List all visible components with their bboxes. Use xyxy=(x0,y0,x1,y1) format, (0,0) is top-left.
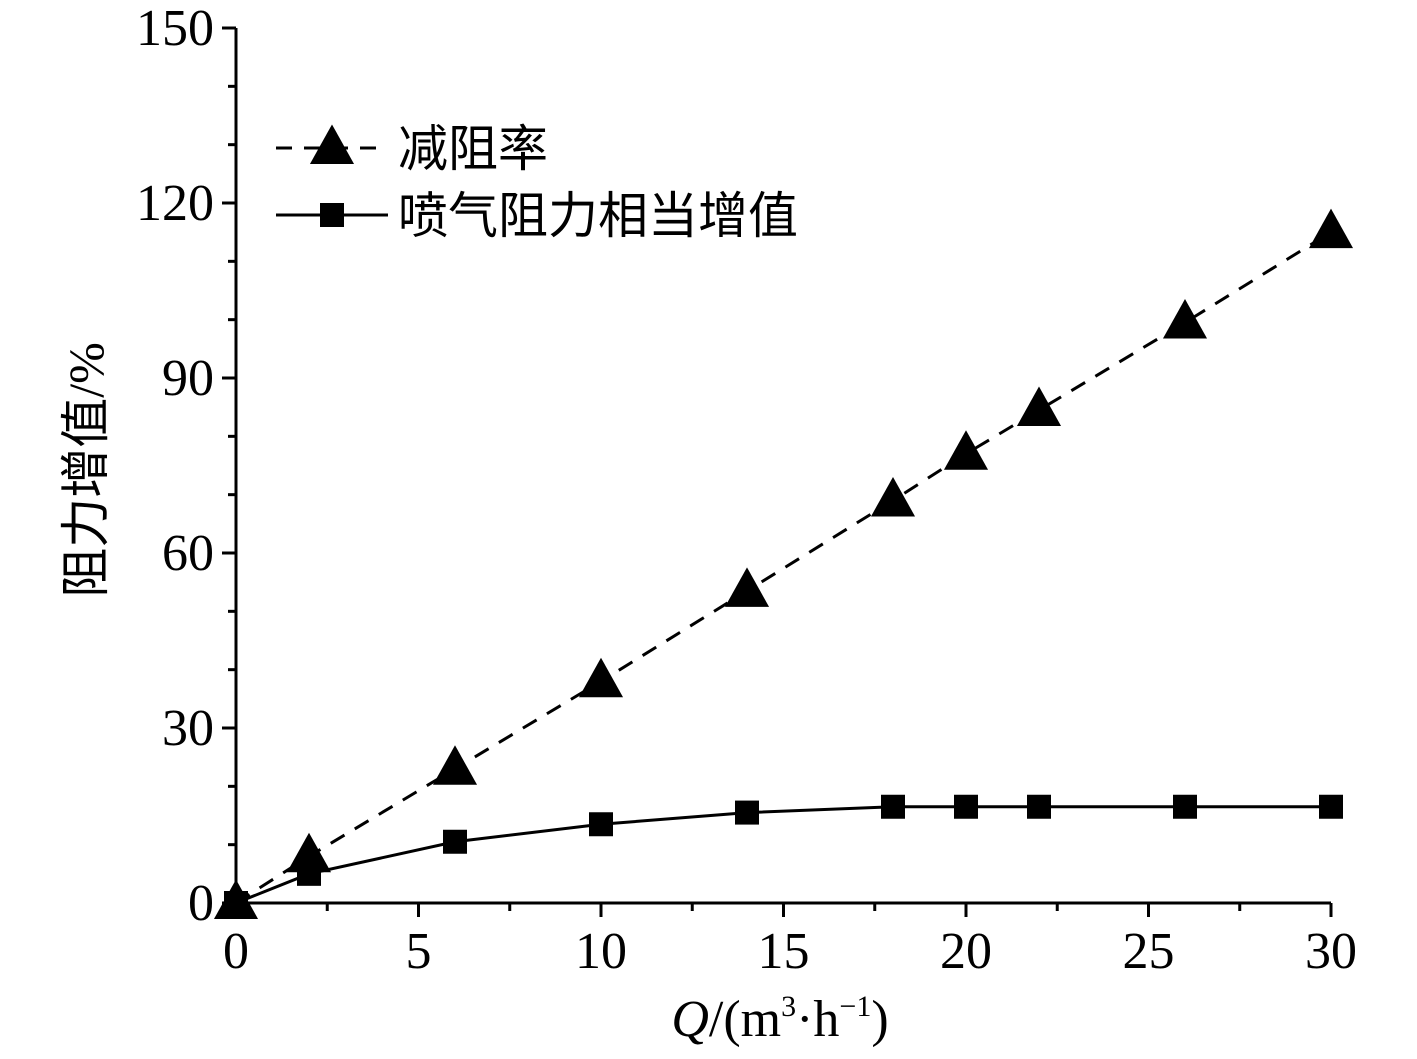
x-tick-label: 30 xyxy=(1305,923,1357,980)
data-point xyxy=(1016,386,1062,427)
legend-item-0: 减阻率 xyxy=(276,121,548,177)
legend-label: 喷气阻力相当增值 xyxy=(398,188,798,244)
data-point xyxy=(297,861,321,886)
series xyxy=(213,208,1354,919)
x-tick-label: 5 xyxy=(406,923,432,980)
data-point xyxy=(432,745,478,785)
legend-marker xyxy=(320,203,344,227)
data-point xyxy=(735,800,759,825)
x-axis-label-dot: ·h xyxy=(796,991,839,1048)
series-line xyxy=(235,230,1332,905)
series-line xyxy=(235,805,1331,905)
data-point xyxy=(224,891,248,915)
legend-item-1: 喷气阻力相当增值 xyxy=(276,188,798,244)
y-tick-label: 90 xyxy=(162,350,214,407)
legend-label: 减阻率 xyxy=(398,121,548,177)
data-point xyxy=(1027,794,1051,819)
legend-marker xyxy=(309,124,355,164)
x-axis-label-open: /(m xyxy=(709,991,781,1048)
data-point xyxy=(943,430,989,470)
x-tick-label: 20 xyxy=(940,923,992,980)
x-tick-label: 25 xyxy=(1123,923,1175,980)
data-point xyxy=(578,657,624,698)
y-tick-label: 60 xyxy=(162,525,214,582)
x-axis-label: Q/(m3·h−1) xyxy=(671,990,888,1048)
y-tick-label: 0 xyxy=(188,875,214,932)
x-axis-label-supneg: −1 xyxy=(839,990,871,1023)
y-tick-label: 150 xyxy=(136,0,214,57)
x-tick-label: 0 xyxy=(223,923,249,980)
data-point xyxy=(1308,208,1354,249)
data-point xyxy=(881,794,905,819)
data-point xyxy=(1173,794,1197,819)
data-point xyxy=(1162,299,1208,339)
x-axis-label-close: ) xyxy=(871,991,888,1048)
y-tick-label: 120 xyxy=(136,175,214,232)
data-point xyxy=(724,567,770,607)
data-point xyxy=(1319,794,1343,819)
series-1 xyxy=(224,794,1343,915)
data-point xyxy=(870,476,916,517)
y-tick-label: 30 xyxy=(162,700,214,757)
x-axis-label-q: Q xyxy=(671,991,709,1048)
x-tick-label: 10 xyxy=(575,923,627,980)
data-point xyxy=(589,812,613,837)
x-tick-label: 15 xyxy=(758,923,810,980)
data-point xyxy=(954,794,978,819)
y-axis-label: 阻力增值/% xyxy=(58,342,114,598)
ticks: 0 5 10 15 20 25 30 0 30 60 90 120 150 xyxy=(136,0,1357,980)
x-axis-label-sup3: 3 xyxy=(781,990,796,1023)
data-point xyxy=(443,829,467,854)
